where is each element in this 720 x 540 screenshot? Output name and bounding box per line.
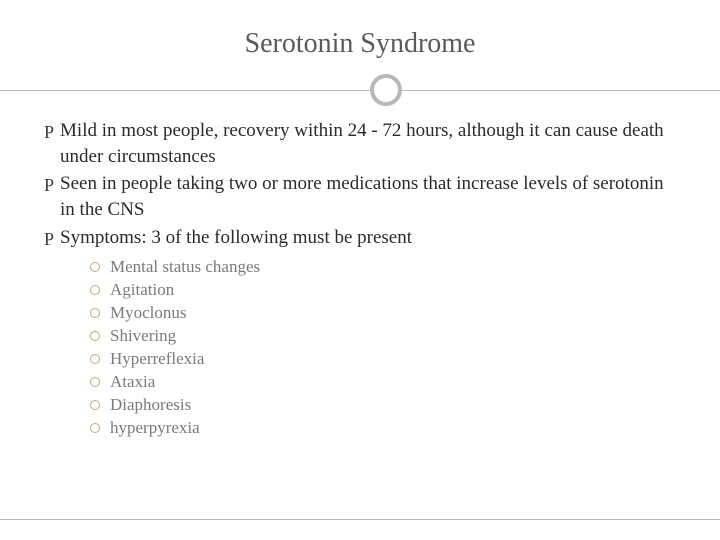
sub-item-text: Myoclonus bbox=[110, 303, 187, 323]
circle-bullet-icon bbox=[90, 262, 100, 272]
bottom-divider-line bbox=[0, 519, 720, 520]
slide-container: Serotonin Syndrome P Mild in most people… bbox=[0, 0, 720, 540]
sub-list-item: Hyperreflexia bbox=[90, 349, 676, 369]
circle-bullet-icon bbox=[90, 354, 100, 364]
sub-item-text: Diaphoresis bbox=[110, 395, 191, 415]
bullet-icon: P bbox=[44, 227, 54, 251]
list-item: P Mild in most people, recovery within 2… bbox=[44, 118, 676, 169]
circle-bullet-icon bbox=[90, 331, 100, 341]
list-item: P Seen in people taking two or more medi… bbox=[44, 171, 676, 222]
sub-item-text: Ataxia bbox=[110, 372, 155, 392]
sub-list-item: Diaphoresis bbox=[90, 395, 676, 415]
sub-item-text: Shivering bbox=[110, 326, 176, 346]
list-item-text: Seen in people taking two or more medica… bbox=[60, 171, 676, 222]
slide-title: Serotonin Syndrome bbox=[40, 28, 680, 60]
title-divider bbox=[40, 72, 680, 108]
content-body: P Mild in most people, recovery within 2… bbox=[40, 118, 680, 438]
sub-item-text: hyperpyrexia bbox=[110, 418, 200, 438]
sub-list-item: Agitation bbox=[90, 280, 676, 300]
sub-item-text: Mental status changes bbox=[110, 257, 260, 277]
bullet-icon: P bbox=[44, 173, 54, 197]
sub-list-item: Myoclonus bbox=[90, 303, 676, 323]
divider-line bbox=[0, 90, 720, 91]
circle-bullet-icon bbox=[90, 285, 100, 295]
sub-list-item: Mental status changes bbox=[90, 257, 676, 277]
sub-item-text: Hyperreflexia bbox=[110, 349, 204, 369]
sub-list: Mental status changes Agitation Myoclonu… bbox=[90, 257, 676, 438]
divider-circle-icon bbox=[370, 74, 402, 106]
circle-bullet-icon bbox=[90, 377, 100, 387]
circle-bullet-icon bbox=[90, 308, 100, 318]
circle-bullet-icon bbox=[90, 400, 100, 410]
list-item: P Symptoms: 3 of the following must be p… bbox=[44, 225, 676, 251]
list-item-text: Mild in most people, recovery within 24 … bbox=[60, 118, 676, 169]
circle-bullet-icon bbox=[90, 423, 100, 433]
sub-list-item: Shivering bbox=[90, 326, 676, 346]
list-item-text: Symptoms: 3 of the following must be pre… bbox=[60, 225, 412, 251]
sub-list-item: Ataxia bbox=[90, 372, 676, 392]
sub-list-item: hyperpyrexia bbox=[90, 418, 676, 438]
bullet-icon: P bbox=[44, 120, 54, 144]
sub-item-text: Agitation bbox=[110, 280, 174, 300]
